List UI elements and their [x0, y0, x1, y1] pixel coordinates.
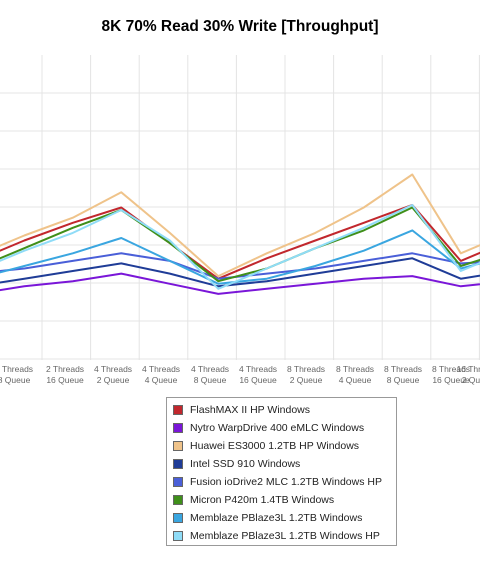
legend-label: Memblaze PBlaze3L 1.2TB Windows HP: [190, 530, 380, 542]
legend-label: FlashMAX II HP Windows: [190, 404, 311, 416]
legend-label: Fusion ioDrive2 MLC 1.2TB Windows HP: [190, 476, 382, 488]
x-tick-label: 8 Threads 8 Queue: [384, 364, 422, 385]
x-tick-label: 4 Threads 8 Queue: [191, 364, 229, 385]
legend-item: Intel SSD 910 Windows: [173, 455, 396, 473]
legend-item: Fusion ioDrive2 MLC 1.2TB Windows HP: [173, 473, 396, 491]
legend-swatch: [173, 459, 183, 469]
legend-swatch: [173, 513, 183, 523]
legend-swatch: [173, 477, 183, 487]
legend-swatch: [173, 405, 183, 415]
x-tick-label: 4 Threads 2 Queue: [94, 364, 132, 385]
legend-item: Huawei ES3000 1.2TB HP Windows: [173, 437, 396, 455]
legend-item: Micron P420m 1.4TB Windows: [173, 491, 396, 509]
legend-swatch: [173, 441, 183, 451]
x-tick-label: 8 Threads 16 Queue: [432, 364, 470, 385]
series-line-3: [0, 173, 480, 278]
legend-label: Intel SSD 910 Windows: [190, 458, 301, 470]
series-line-1: [0, 204, 480, 280]
x-tick-label: 8 Threads 4 Queue: [336, 364, 374, 385]
legend-label: Micron P420m 1.4TB Windows: [190, 494, 335, 506]
legend-label: Memblaze PBlaze3L 1.2TB Windows: [190, 512, 363, 524]
x-tick-label: 4 Threads 4 Queue: [142, 364, 180, 385]
legend-item: Memblaze PBlaze3L 1.2TB Windows HP: [173, 527, 396, 545]
x-tick-label: 4 Threads 16 Queue: [239, 364, 277, 385]
chart-title: 8K 70% Read 30% Write [Throughput]: [101, 18, 379, 35]
legend-item: FlashMAX II HP Windows: [173, 401, 396, 419]
grid: [0, 55, 480, 360]
series-line-8: [0, 204, 480, 290]
legend-label: Nytro WarpDrive 400 eMLC Windows: [190, 422, 365, 434]
legend-item: Nytro WarpDrive 400 eMLC Windows: [173, 419, 396, 437]
legend-item: Memblaze PBlaze3L 1.2TB Windows: [173, 509, 396, 527]
legend-swatch: [173, 495, 183, 505]
series-line-4: [0, 257, 480, 288]
legend-swatch: [173, 423, 183, 433]
x-tick-label: 2 Threads 16 Queue: [46, 364, 84, 385]
legend-swatch: [173, 531, 183, 541]
legend: FlashMAX II HP Windows Nytro WarpDrive 40…: [166, 397, 397, 546]
series-lines: [0, 173, 480, 295]
legend-label: Huawei ES3000 1.2TB HP Windows: [190, 440, 360, 452]
series-line-6: [0, 206, 480, 283]
x-tick-label: 8 Threads 2 Queue: [287, 364, 325, 385]
series-line-5: [0, 252, 480, 280]
series-line-7: [0, 229, 480, 285]
series-line-2: [0, 272, 480, 295]
